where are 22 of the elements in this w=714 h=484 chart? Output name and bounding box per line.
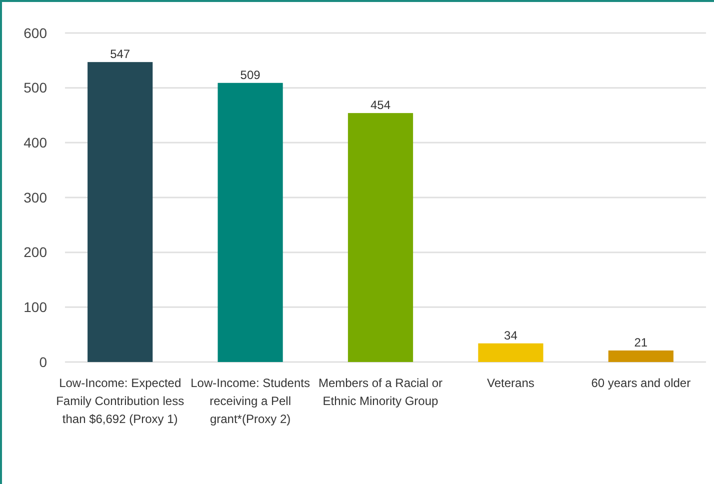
data-label: 547 <box>110 47 130 62</box>
x-tick-label: Veterans <box>487 376 534 390</box>
y-tick-label: 0 <box>39 354 48 370</box>
x-tick-label: 60 years and older <box>591 376 691 390</box>
data-label: 454 <box>370 98 391 112</box>
bar <box>348 113 414 362</box>
y-tick-label: 100 <box>24 299 48 316</box>
x-tick-label: Members of a Racial or Ethnic Minority Group <box>318 376 443 408</box>
y-tick-label: 300 <box>24 189 48 206</box>
data-label: 509 <box>240 68 261 82</box>
y-tick-label: 200 <box>24 244 48 260</box>
bar <box>608 350 674 362</box>
bar <box>478 343 544 362</box>
y-tick-label: 400 <box>24 134 48 151</box>
data-label: 21 <box>634 335 648 350</box>
bar <box>218 82 283 362</box>
bar <box>88 62 153 362</box>
data-label: 34 <box>504 328 518 342</box>
y-tick-label: 500 <box>24 80 48 96</box>
y-tick-label: 600 <box>24 24 48 41</box>
x-tick-label: Low-Income: Students receiving a Pell grant*(Proxy 2) <box>190 376 310 426</box>
x-tick-label: Low-Income: Expected Family Contribution less than $6,692 (Proxy 1) <box>56 376 184 426</box>
